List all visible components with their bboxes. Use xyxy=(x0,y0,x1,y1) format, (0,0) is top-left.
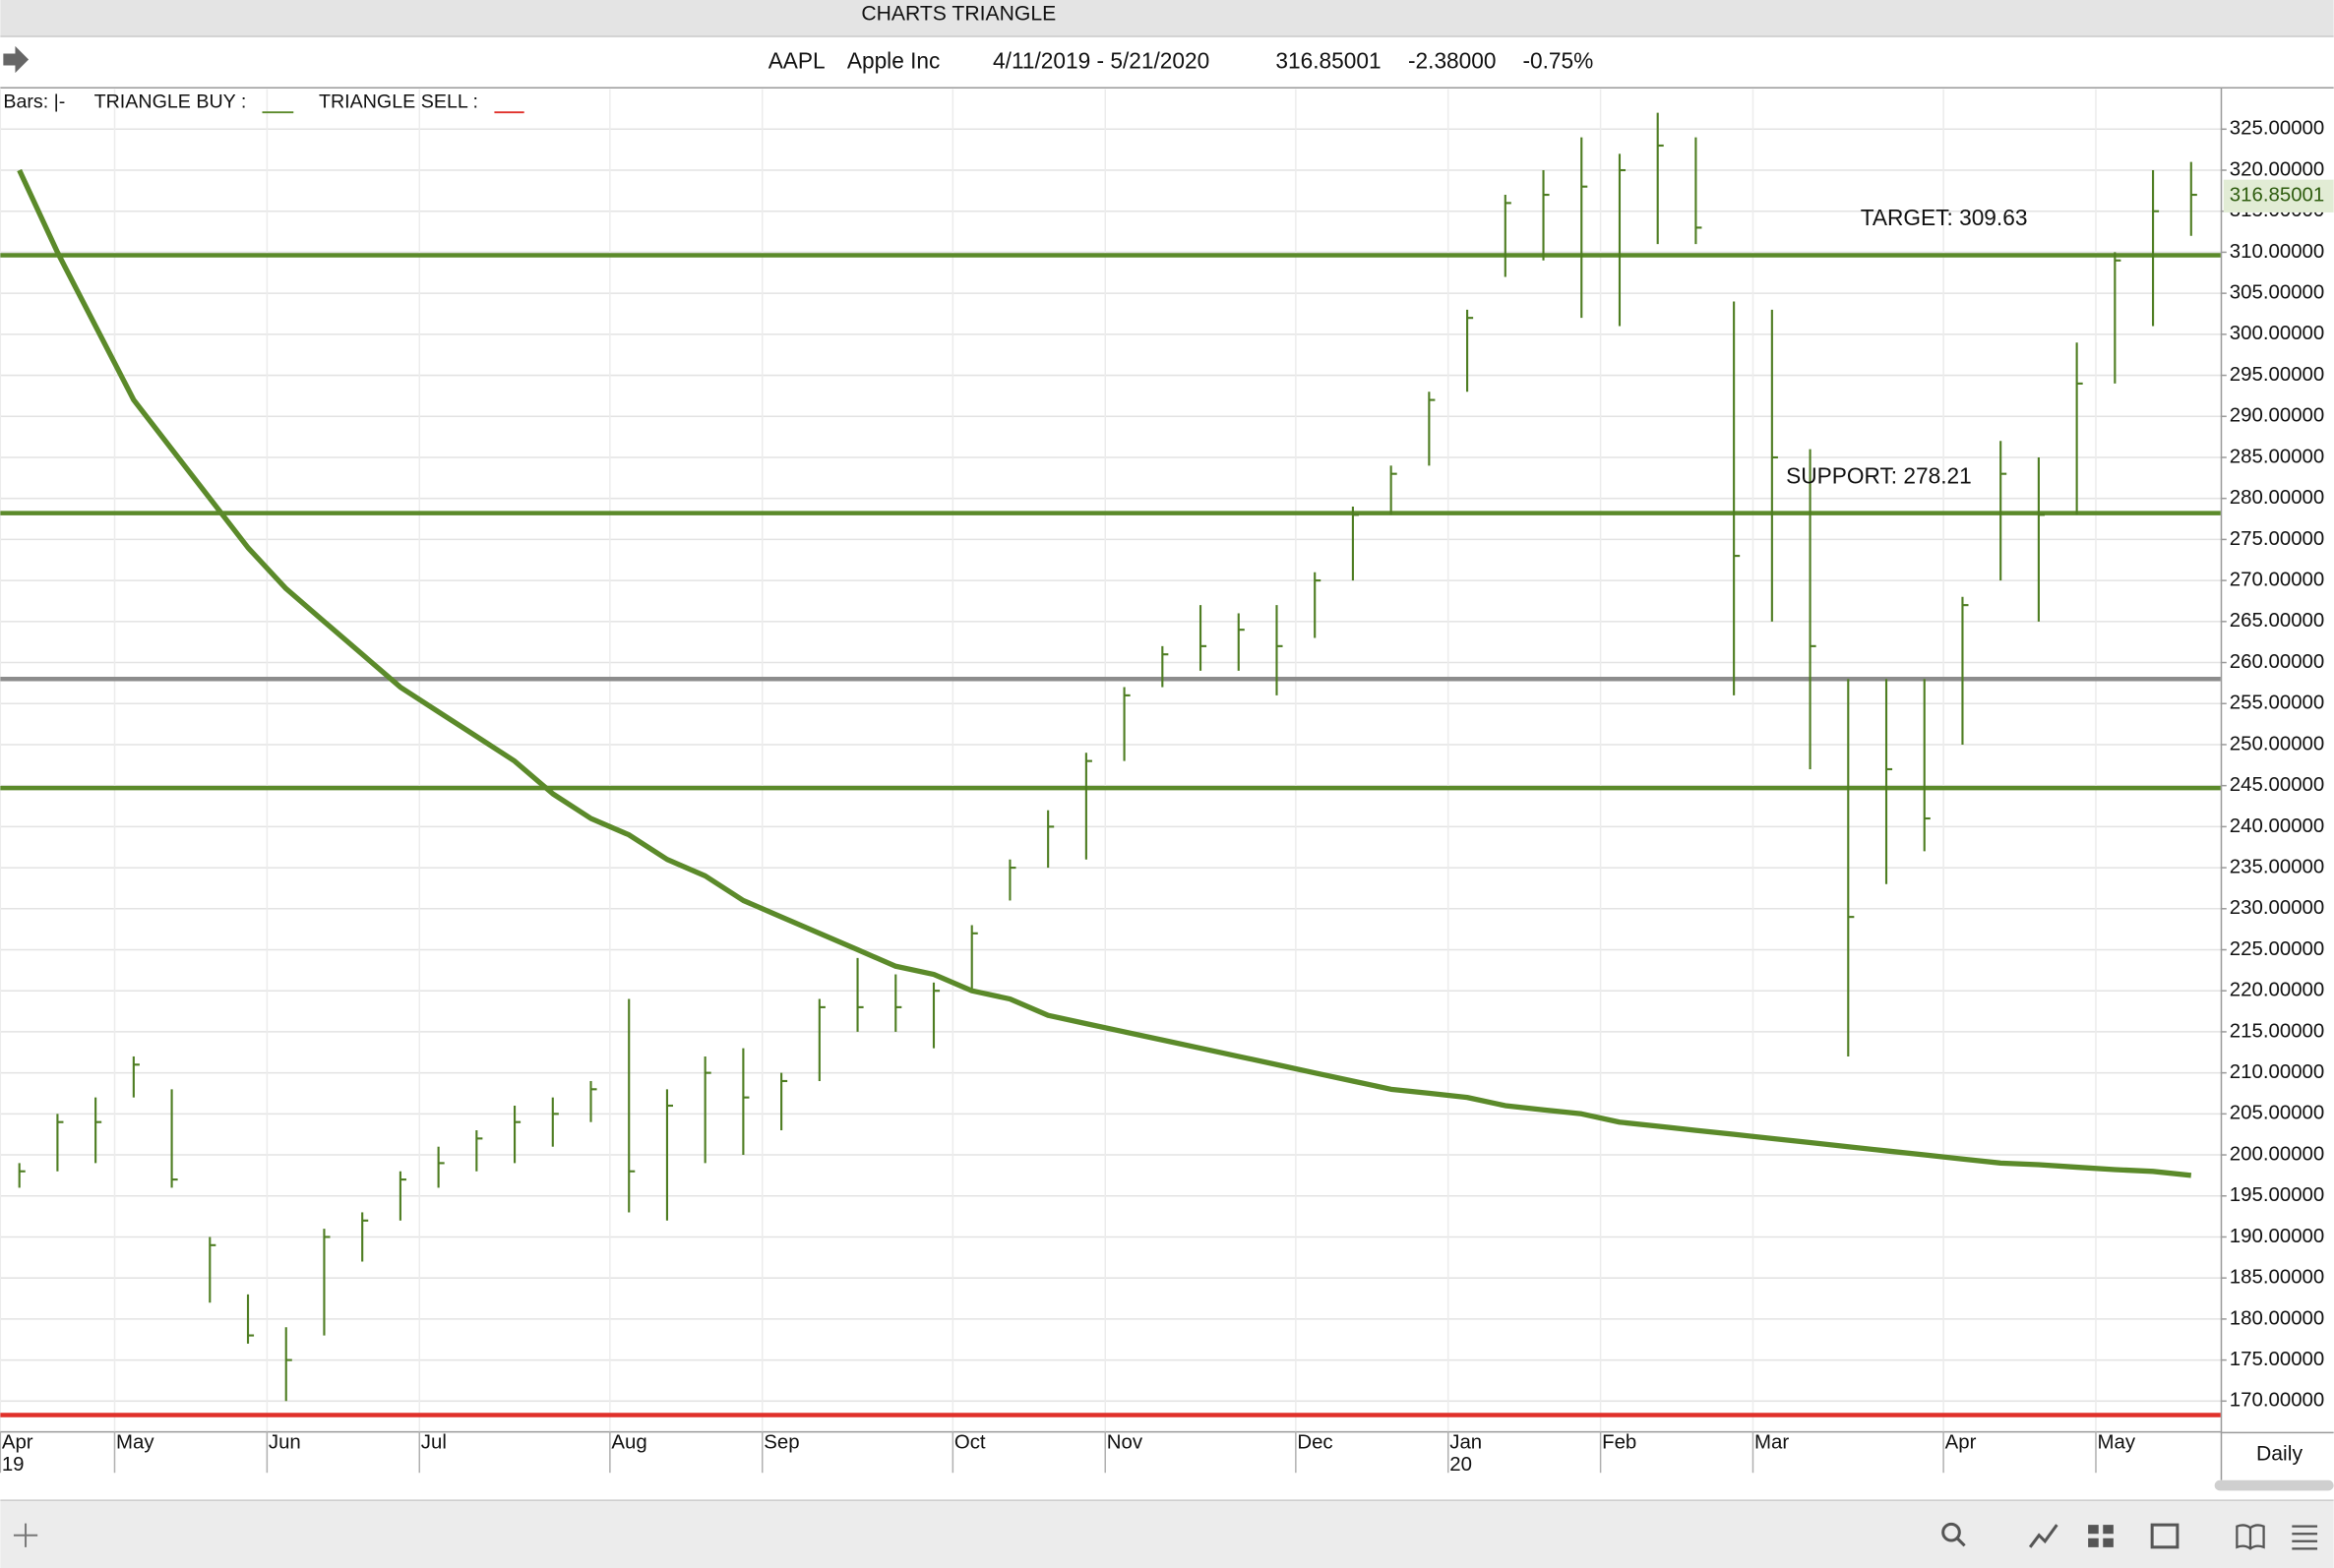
y-tick-label: 230.00000 xyxy=(2230,897,2324,919)
y-tick-label: 320.00000 xyxy=(2230,158,2324,180)
x-tick-label: Dec xyxy=(1297,1431,1332,1453)
y-tick-label: 210.00000 xyxy=(2230,1061,2324,1083)
x-tick-label: Sep xyxy=(764,1431,799,1453)
y-tick-label: 270.00000 xyxy=(2230,570,2324,591)
x-tick-label: Jun xyxy=(269,1431,301,1453)
y-tick-label: 235.00000 xyxy=(2230,856,2324,877)
y-tick-label: 170.00000 xyxy=(2230,1390,2324,1412)
y-tick-label: 285.00000 xyxy=(2230,446,2324,467)
percent-change: -0.75% xyxy=(1522,48,1593,74)
x-tick-label: May xyxy=(2097,1431,2135,1453)
search-icon[interactable] xyxy=(1955,1537,1966,1547)
y-tick-label: 255.00000 xyxy=(2230,693,2324,714)
grid xyxy=(0,89,2227,1474)
y-tick-label: 300.00000 xyxy=(2230,323,2324,344)
toolbar-icons xyxy=(1941,1522,2318,1550)
symbol: AAPL xyxy=(768,48,826,74)
date-range: 4/11/2019 - 5/21/2020 xyxy=(993,48,1209,74)
y-tick-label: 245.00000 xyxy=(2230,774,2324,796)
y-tick-label: 215.00000 xyxy=(2230,1020,2324,1042)
last-price-label: 316.85001 xyxy=(2230,185,2324,207)
y-tick-label: 205.00000 xyxy=(2230,1103,2324,1124)
y-tick-label: 225.00000 xyxy=(2230,938,2324,960)
y-tick-label: 290.00000 xyxy=(2230,405,2324,427)
toolbar xyxy=(0,1499,2334,1568)
y-tick-label: 275.00000 xyxy=(2230,528,2324,550)
menu-icon[interactable] xyxy=(2292,1525,2318,1550)
line-icon[interactable] xyxy=(2028,1524,2058,1548)
add-button[interactable] xyxy=(13,1523,38,1547)
x-tick-label: Feb xyxy=(1602,1431,1636,1453)
y-tick-label: 305.00000 xyxy=(2230,282,2324,304)
labels: 170.00000 175.00000 180.00000 185.00000 190.… xyxy=(2,118,2334,1476)
triangle-curve xyxy=(17,168,2192,1178)
y-tick-label: 200.00000 xyxy=(2230,1143,2324,1165)
y-tick-label: 185.00000 xyxy=(2230,1267,2324,1289)
y-tick-label: 240.00000 xyxy=(2230,815,2324,837)
y-tick-label: 175.00000 xyxy=(2230,1349,2324,1370)
y-tick-label: 295.00000 xyxy=(2230,364,2324,386)
book-icon[interactable] xyxy=(2236,1524,2265,1550)
x-tick-label: Apr xyxy=(2,1431,33,1453)
level-label: TARGET: 309.63 xyxy=(1861,205,2028,230)
x-tick-label: May xyxy=(116,1431,154,1453)
y-tick-label: 250.00000 xyxy=(2230,733,2324,754)
y-tick-label: 220.00000 xyxy=(2230,980,2324,1001)
y-tick-label: 310.00000 xyxy=(2230,241,2324,263)
marks xyxy=(17,112,2197,1402)
y-tick-label: 265.00000 xyxy=(2230,610,2324,632)
x-tick-label: Jul xyxy=(421,1431,447,1453)
y-tick-label: 260.00000 xyxy=(2230,651,2324,673)
legend-sell: TRIANGLE SELL : xyxy=(319,91,478,113)
interval-button[interactable]: Daily xyxy=(2256,1443,2303,1466)
x-year-label: 20 xyxy=(1449,1454,1472,1476)
grid-icon[interactable] xyxy=(2088,1525,2114,1547)
y-tick-label: 180.00000 xyxy=(2230,1307,2324,1329)
y-tick-label: 190.00000 xyxy=(2230,1226,2324,1247)
legend-buy: TRIANGLE BUY : xyxy=(94,91,247,113)
y-tick-label: 195.00000 xyxy=(2230,1184,2324,1206)
search-icon[interactable] xyxy=(1941,1522,1961,1542)
x-tick-label: Apr xyxy=(1945,1431,1977,1453)
company: Apple Inc xyxy=(847,48,941,74)
legend-bars: Bars: |- xyxy=(3,91,65,113)
x-tick-label: Aug xyxy=(611,1431,646,1453)
nav-arrow[interactable] xyxy=(3,45,30,74)
last-price: 316.85001 xyxy=(1275,48,1381,74)
scrollbar[interactable] xyxy=(2214,1479,2334,1491)
title-bar xyxy=(0,0,2334,36)
last-price-marker xyxy=(2223,179,2334,212)
levels xyxy=(0,253,2221,1417)
level-label: SUPPORT: 278.21 xyxy=(1786,462,1972,488)
window-title: CHARTS TRIANGLE xyxy=(861,3,1056,26)
x-tick-label: Mar xyxy=(1754,1431,1789,1453)
panel-icon[interactable] xyxy=(2150,1523,2180,1549)
x-tick-label: Nov xyxy=(1107,1431,1143,1453)
price-change: -2.38000 xyxy=(1408,48,1497,74)
x-year-label: 19 xyxy=(2,1454,25,1476)
x-tick-label: Oct xyxy=(954,1431,986,1453)
y-tick-label: 325.00000 xyxy=(2230,118,2324,140)
y-tick-label: 280.00000 xyxy=(2230,487,2324,509)
x-tick-label: Jan xyxy=(1449,1431,1482,1453)
